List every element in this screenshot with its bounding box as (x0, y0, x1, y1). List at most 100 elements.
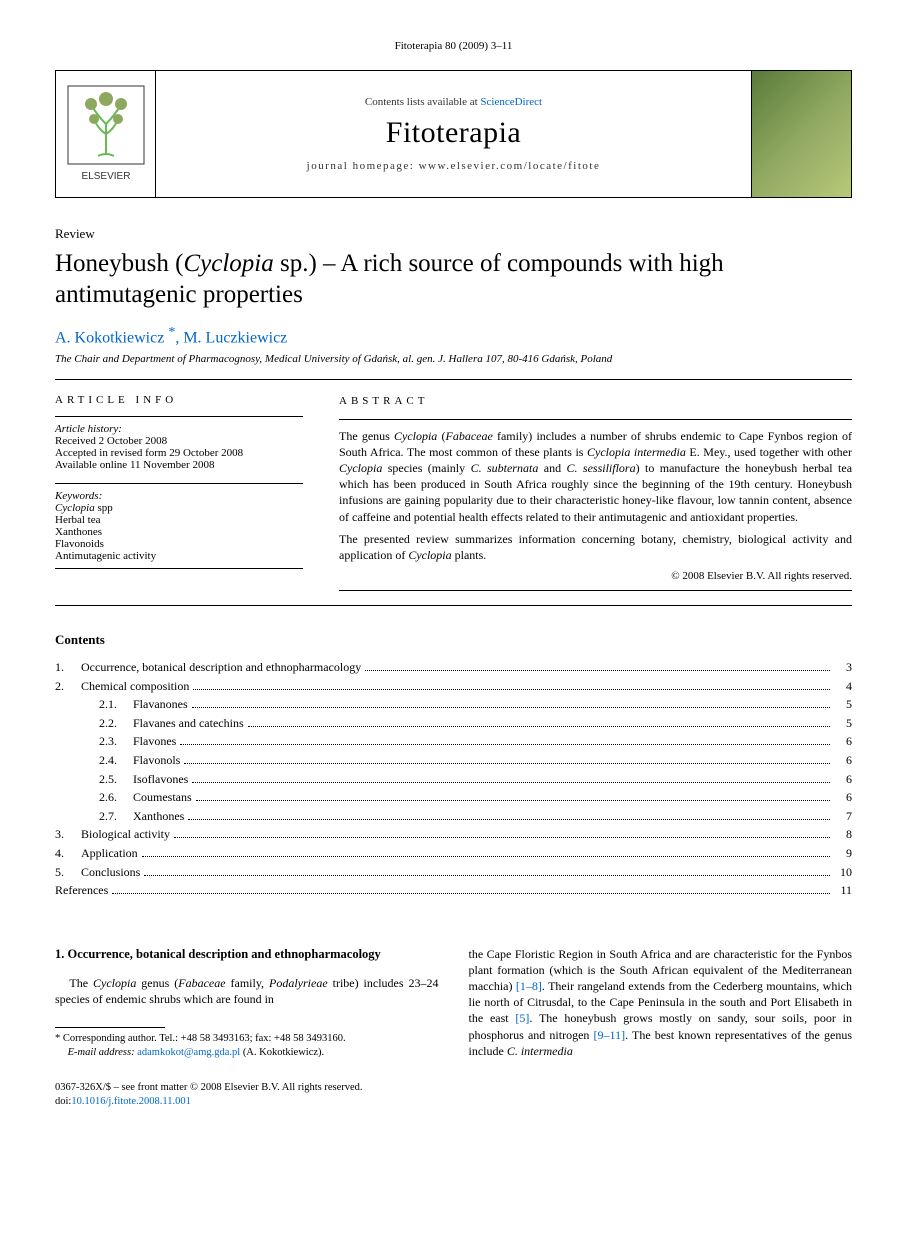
ref-link-5[interactable]: [5] (515, 1011, 529, 1025)
title-text-ital: Cyclopia (183, 250, 273, 277)
toc-row: 4.Application 9 (55, 844, 852, 863)
title-text-pre: Honeybush ( (55, 250, 183, 277)
history-accepted: Accepted in revised form 29 October 2008 (55, 447, 303, 459)
body-column-right: the Cape Floristic Region in South Afric… (469, 946, 853, 1060)
toc-number: 2.4. (99, 751, 133, 770)
article-info-column: ARTICLE INFO Article history: Received 2… (55, 394, 303, 591)
toc-row: 2.Chemical composition 4 (55, 677, 852, 696)
toc-number: 3. (55, 825, 81, 844)
abstract-head: ABSTRACT (339, 394, 852, 409)
table-of-contents: 1.Occurrence, botanical description and … (55, 658, 852, 900)
toc-number: 2.5. (99, 770, 133, 789)
body-column-left: 1. Occurrence, botanical description and… (55, 946, 439, 1060)
bottom-metadata: 0367-326X/$ – see front matter © 2008 El… (55, 1081, 852, 1108)
article-info-head: ARTICLE INFO (55, 394, 303, 406)
journal-name: Fitoterapia (386, 116, 521, 150)
toc-row: References 11 (55, 881, 852, 900)
affiliation: The Chair and Department of Pharmacognos… (55, 353, 852, 365)
running-head: Fitoterapia 80 (2009) 3–11 (55, 40, 852, 52)
keyword-4: Flavonoids (55, 538, 303, 550)
svg-text:ELSEVIER: ELSEVIER (81, 171, 130, 182)
footnote-email-link[interactable]: adamkokot@amg.gda.pl (137, 1047, 240, 1058)
toc-row: 5.Conclusions 10 (55, 863, 852, 882)
toc-row: 3.Biological activity 8 (55, 825, 852, 844)
keywords-label: Keywords: (55, 490, 303, 502)
toc-number: 2.7. (99, 807, 133, 826)
history-received: Received 2 October 2008 (55, 435, 303, 447)
toc-row: 2.5.Isoflavones 6 (55, 770, 852, 789)
toc-leader-dots (174, 837, 830, 838)
toc-page: 10 (834, 863, 852, 882)
history-online: Available online 11 November 2008 (55, 459, 303, 471)
toc-label: Biological activity (81, 825, 170, 844)
toc-leader-dots (180, 744, 830, 745)
toc-page: 6 (834, 732, 852, 751)
toc-label: References (55, 881, 108, 900)
contents-title: Contents (55, 632, 852, 648)
journal-cover-thumbnail (751, 71, 851, 197)
toc-label: Flavanones (133, 695, 188, 714)
abstract-column: ABSTRACT The genus Cyclopia (Fabaceae fa… (339, 394, 852, 591)
body-para-right: the Cape Floristic Region in South Afric… (469, 946, 853, 1059)
keywords-block: Keywords: Cyclopia spp Herbal tea Xantho… (55, 483, 303, 569)
toc-page: 4 (834, 677, 852, 696)
toc-number: 4. (55, 844, 81, 863)
doi-link[interactable]: 10.1016/j.fitote.2008.11.001 (71, 1096, 190, 1107)
toc-row: 2.4.Flavonols 6 (55, 751, 852, 770)
toc-row: 1.Occurrence, botanical description and … (55, 658, 852, 677)
toc-row: 2.6.Coumestans 6 (55, 788, 852, 807)
author-link-2[interactable]: , M. Luczkiewicz (175, 329, 287, 346)
toc-label: Isoflavones (133, 770, 188, 789)
toc-number: 1. (55, 658, 81, 677)
toc-leader-dots (193, 689, 830, 690)
toc-row: 2.2.Flavanes and catechins 5 (55, 714, 852, 733)
section-1-heading: 1. Occurrence, botanical description and… (55, 946, 439, 963)
toc-leader-dots (248, 726, 830, 727)
toc-label: Flavanes and catechins (133, 714, 244, 733)
toc-label: Xanthones (133, 807, 184, 826)
ref-link-9-11[interactable]: [9–11] (594, 1028, 626, 1042)
abstract-copyright: © 2008 Elsevier B.V. All rights reserved… (339, 569, 852, 584)
keyword-3: Xanthones (55, 526, 303, 538)
author-link-1[interactable]: A. Kokotkiewicz (55, 329, 168, 346)
toc-number: 2.3. (99, 732, 133, 751)
article-title: Honeybush (Cyclopia sp.) – A rich source… (55, 248, 852, 311)
toc-label: Flavones (133, 732, 176, 751)
toc-page: 5 (834, 714, 852, 733)
contents-available-line: Contents lists available at ScienceDirec… (365, 96, 542, 108)
elsevier-tree-icon: ELSEVIER (66, 84, 146, 184)
ref-link-1-8[interactable]: [1–8] (516, 979, 542, 993)
history-label: Article history: (55, 423, 303, 435)
toc-leader-dots (192, 782, 830, 783)
toc-number: 2.6. (99, 788, 133, 807)
contents-prefix: Contents lists available at (365, 96, 480, 108)
abstract-para-1: The genus Cyclopia (Fabaceae family) inc… (339, 428, 852, 525)
toc-leader-dots (365, 670, 830, 671)
toc-leader-dots (144, 875, 830, 876)
toc-page: 3 (834, 658, 852, 677)
keyword-2: Herbal tea (55, 514, 303, 526)
toc-label: Coumestans (133, 788, 192, 807)
toc-leader-dots (196, 800, 830, 801)
toc-number: 2.1. (99, 695, 133, 714)
toc-page: 6 (834, 751, 852, 770)
toc-label: Conclusions (81, 863, 140, 882)
toc-leader-dots (188, 819, 830, 820)
abstract-rule (339, 419, 852, 420)
toc-row: 2.1.Flavanones 5 (55, 695, 852, 714)
footnote-rule (55, 1027, 165, 1028)
toc-number: 2. (55, 677, 81, 696)
toc-page: 8 (834, 825, 852, 844)
toc-number: 5. (55, 863, 81, 882)
keyword-5: Antimutagenic activity (55, 550, 303, 562)
toc-number: 2.2. (99, 714, 133, 733)
body-para-left: The Cyclopia genus (Fabaceae family, Pod… (55, 975, 439, 1007)
sciencedirect-link[interactable]: ScienceDirect (480, 96, 542, 108)
toc-leader-dots (112, 893, 830, 894)
toc-row: 2.7.Xanthones 7 (55, 807, 852, 826)
journal-homepage: journal homepage: www.elsevier.com/locat… (307, 160, 601, 172)
toc-page: 6 (834, 770, 852, 789)
toc-row: 2.3.Flavones 6 (55, 732, 852, 751)
toc-page: 11 (834, 881, 852, 900)
toc-page: 5 (834, 695, 852, 714)
